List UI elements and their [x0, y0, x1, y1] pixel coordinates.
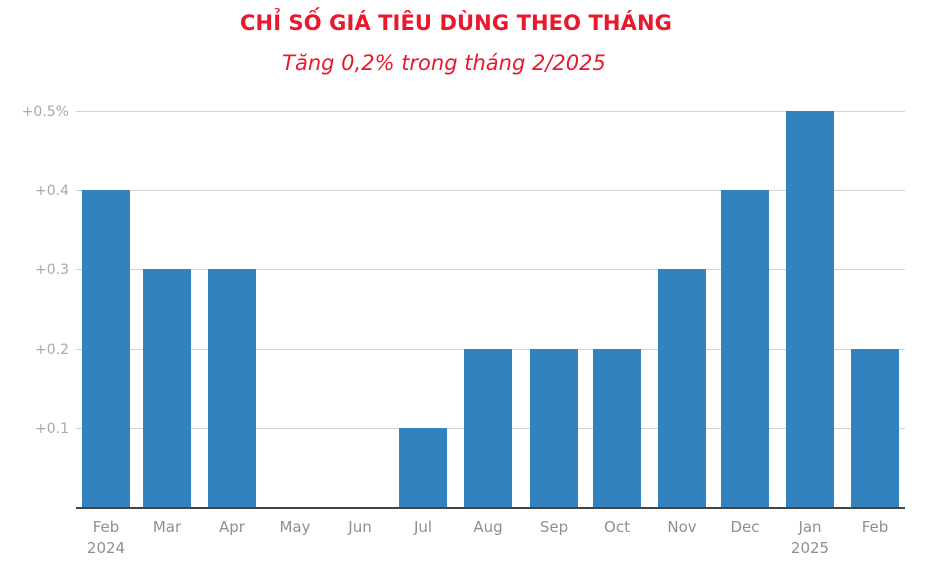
- gridline-0.4: [76, 190, 905, 191]
- y-tick-label: +0.2: [35, 342, 69, 358]
- x-label: Aug: [473, 518, 503, 536]
- x-label: Feb: [861, 518, 889, 536]
- bar: [399, 428, 447, 507]
- x-label: Jul: [413, 518, 433, 536]
- bar: [208, 269, 256, 507]
- x-label: Nov: [667, 518, 697, 536]
- x-label: Jan 2025: [790, 518, 830, 557]
- x-axis-line: [76, 507, 905, 509]
- gridline-0.3: [76, 269, 905, 270]
- chart-subtitle: Tăng 0,2% trong tháng 2/2025: [282, 51, 606, 75]
- chart-title: CHỈ SỐ GIÁ TIÊU DÙNG THEO THÁNG: [240, 11, 672, 35]
- x-label: Dec: [730, 518, 760, 536]
- x-label: Oct: [604, 518, 630, 536]
- bar: [82, 190, 130, 507]
- x-label: Mar: [152, 518, 182, 536]
- bar: [721, 190, 769, 507]
- bar: [851, 349, 899, 507]
- bar: [143, 269, 191, 507]
- bar: [464, 349, 512, 507]
- y-tick-label: +0.4: [35, 183, 69, 199]
- y-tick-label: +0.1: [35, 421, 69, 437]
- bar: [530, 349, 578, 507]
- bar: [658, 269, 706, 507]
- x-label: Apr: [219, 518, 245, 536]
- x-label: Feb 2024: [86, 518, 126, 557]
- gridline-0.5: [76, 111, 905, 112]
- x-label: Sep: [539, 518, 569, 536]
- bar: [593, 349, 641, 507]
- x-label: Jun: [348, 518, 372, 536]
- bar: [786, 111, 834, 507]
- y-tick-label: +0.3: [35, 262, 69, 278]
- x-label: May: [279, 518, 311, 536]
- y-tick-label: +0.5%: [21, 104, 69, 120]
